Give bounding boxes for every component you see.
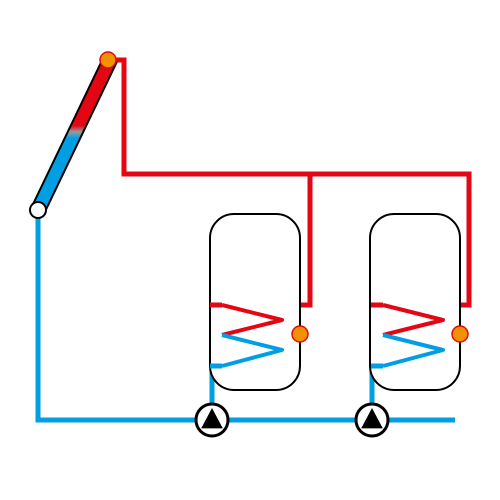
tank1-sensor-icon: [292, 326, 308, 342]
pump1: [196, 404, 228, 436]
solar-collector: [32, 57, 117, 213]
pump2: [356, 404, 388, 436]
tank2: [370, 214, 460, 390]
collector-cap: [30, 202, 46, 218]
collector-sensor-icon: [100, 52, 116, 68]
tank2-sensor-icon: [452, 326, 468, 342]
